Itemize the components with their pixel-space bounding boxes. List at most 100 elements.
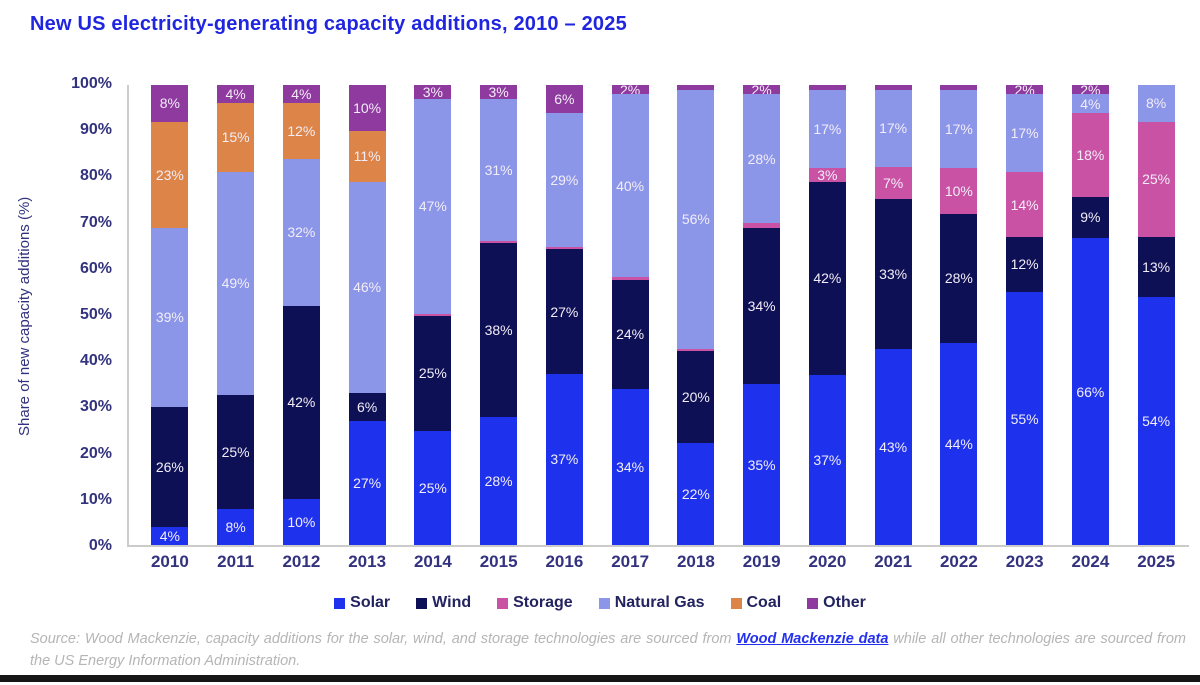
legend-label-coal: Coal [746,594,782,611]
x-axis-label-2018: 2018 [676,552,715,571]
segment-value-label: 44% [944,435,973,452]
segment-solar-2025: 54% [1137,296,1175,545]
segment-value-label: 33% [879,266,908,283]
segment-storage-2020: 3% [808,168,846,182]
segment-wind-2015: 38% [480,242,518,417]
y-axis-tick-90: 90% [79,121,112,139]
segment-value-label: 10% [287,514,316,530]
segment-value-label: 4% [225,86,246,103]
segment-storage-2015 [480,240,518,243]
segment-value-label: 40% [616,177,645,194]
segment-wind-2022: 28% [940,213,978,343]
legend-swatch-solar [334,597,346,609]
segment-value-label: 46% [353,279,382,296]
segment-other-2023: 2% [1006,81,1044,98]
bar-column-2023: 55% 12% 14% 17% 2% [992,81,1058,545]
segment-natural-gas-2012: 32% [282,158,320,306]
segment-value-label: 8% [225,518,246,535]
bar-column-2021: 43% 33% 7% 17% [860,85,926,545]
stacked-bar-2021: 43% 33% 7% 17% [874,85,912,545]
x-axis-label-2017: 2017 [611,552,650,571]
segment-value-label: 4% [291,86,312,103]
x-axis-label-2025: 2025 [1137,552,1176,571]
segment-value-label: 47% [418,198,447,215]
legend-item-solar: Solar [334,594,390,612]
segment-other-2016: 6% [545,85,583,113]
x-axis-label-2013: 2013 [348,552,387,571]
segment-value-label: 34% [616,459,645,476]
bar-column-2022: 44% 28% 10% 17% [926,85,992,545]
segment-solar-2015: 28% [480,416,518,545]
segment-storage-2014 [414,313,452,317]
segment-value-label: 10% [944,182,973,199]
legend-swatch-storage [497,597,509,609]
segment-coal-2013: 11% [348,131,386,182]
y-axis-tick-60: 60% [79,259,112,277]
segment-storage-2022: 10% [940,167,978,214]
segment-other-2012: 4% [282,85,320,104]
segment-solar-2010: 4% [151,526,189,545]
segment-wind-2023: 12% [1006,236,1044,292]
x-axis-label-2019: 2019 [742,552,781,571]
segment-wind-2016: 27% [545,249,583,374]
segment-storage-2018 [677,348,715,351]
wood-mackenzie-data-link[interactable]: Wood Mackenzie data [736,631,889,647]
y-axis-tick-70: 70% [79,213,112,231]
segment-value-label: 39% [155,309,184,326]
segment-wind-2017: 24% [611,279,649,390]
segment-value-label: 9% [1080,209,1101,226]
segment-wind-2011: 25% [217,394,255,509]
segment-natural-gas-2022: 17% [940,89,978,168]
legend-swatch-wind [416,597,428,609]
segment-value-label: 34% [747,297,776,314]
segment-other-2019: 2% [743,83,781,97]
segment-coal-2011: 15% [217,103,255,172]
segment-natural-gas-2017: 40% [611,94,649,278]
bar-column-2017: 34% 24% 40% 2% [597,83,663,545]
source-suffix: while all other technologies are sourced… [30,631,1186,669]
segment-value-label: 17% [944,120,973,137]
segment-wind-2013: 6% [348,393,386,421]
segment-solar-2020: 37% [808,374,846,545]
segment-other-2020 [808,85,846,90]
segment-other-2017: 2% [611,83,649,97]
segment-other-2021 [874,85,912,90]
segment-natural-gas-2021: 17% [874,89,912,167]
stacked-bar-2017: 34% 24% 40% 2% [611,83,649,545]
bar-column-2019: 35% 34% 28% 2% [729,83,795,545]
bars-container: 4% 26% 39% 23% 8% 8% 25% 49% 15% 4% 10% 42% 32% 12% 4%… [129,81,1189,545]
segment-other-2015: 3% [480,83,518,100]
segment-value-label: 23% [155,166,184,183]
bar-column-2010: 4% 26% 39% 23% 8% [137,85,203,545]
stacked-bar-2010: 4% 26% 39% 23% 8% [151,85,189,545]
segment-value-label: 8% [159,95,180,112]
legend-label-solar: Solar [350,594,391,611]
segment-wind-2025: 13% [1137,236,1175,297]
legend-label-natural-gas: Natural Gas [614,594,705,611]
segment-value-label: 17% [1010,125,1039,142]
y-axis-ticks: 0% 10% 20% 30% 40% 50% 60% 70% 80% 90% 100% [50,75,120,554]
segment-other-2018 [677,85,715,90]
segment-value-label: 25% [418,479,447,496]
segment-value-label: 43% [879,439,908,456]
x-axis-label-2015: 2015 [479,552,518,571]
stacked-bar-2014: 25% 25% 47% 3% [414,85,452,545]
segment-natural-gas-2024: 4% [1071,94,1109,113]
y-axis-label: Share of new capacity additions (%) [16,196,33,436]
segment-value-label: 42% [287,394,316,411]
segment-storage-2016 [545,246,583,250]
segment-value-label: 3% [488,83,509,100]
segment-solar-2023: 55% [1006,292,1044,545]
x-axis-label-2021: 2021 [874,552,913,571]
x-axis-label-2020: 2020 [808,552,847,571]
segment-value-label: 2% [1014,81,1035,98]
legend-swatch-coal [730,597,742,609]
segment-value-label: 25% [221,443,250,460]
bar-column-2020: 37% 42% 3% 17% [795,85,861,545]
segment-value-label: 22% [681,486,710,503]
legend-swatch-natural-gas [598,597,610,609]
segment-storage-2024: 18% [1071,112,1109,197]
y-axis-tick-0: 0% [88,537,112,554]
stacked-bar-2012: 10% 42% 32% 12% 4% [282,85,320,545]
